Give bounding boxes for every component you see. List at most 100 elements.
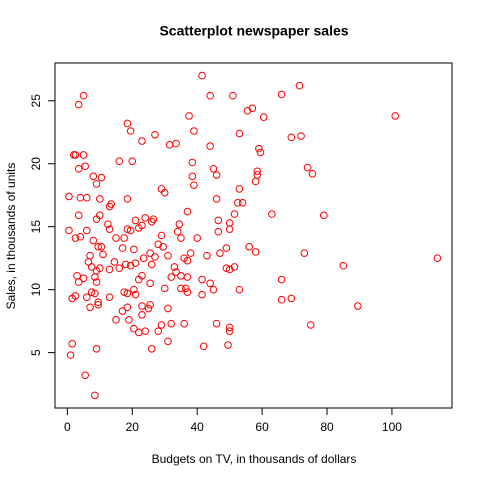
point: [131, 216, 140, 225]
point: [255, 144, 263, 153]
point: [209, 285, 218, 294]
point: [147, 345, 156, 353]
point: [183, 288, 192, 296]
point: [185, 112, 193, 120]
point: [112, 316, 120, 324]
point: [144, 304, 153, 313]
point: [91, 273, 99, 281]
point: [172, 139, 180, 148]
point: [198, 275, 206, 284]
point: [287, 133, 296, 142]
point: [182, 284, 190, 293]
point: [212, 171, 221, 179]
point: [94, 300, 102, 309]
point: [89, 172, 98, 181]
chart-title: Scatterplot newspaper sales: [159, 23, 348, 39]
point: [81, 371, 89, 380]
point: [141, 214, 150, 222]
point: [216, 249, 224, 257]
point: [94, 243, 102, 251]
point: [123, 119, 132, 128]
point: [295, 81, 304, 90]
point: [81, 162, 89, 171]
point: [115, 264, 124, 273]
point: [138, 137, 146, 145]
point: [123, 195, 132, 203]
point: [131, 290, 140, 299]
point: [180, 319, 188, 328]
x-axis-label: Budgets on TV, in thousands of dollars: [152, 452, 357, 466]
x-tick-label: 0: [64, 420, 71, 434]
point: [92, 180, 101, 188]
point: [212, 319, 221, 328]
point: [225, 323, 234, 332]
point: [198, 290, 206, 299]
point: [123, 303, 132, 312]
point: [308, 170, 317, 178]
point: [97, 173, 106, 182]
point: [229, 91, 237, 100]
point: [112, 234, 120, 242]
point: [138, 311, 146, 319]
point: [104, 220, 112, 228]
point: [128, 157, 137, 166]
point: [79, 274, 88, 283]
point: [164, 304, 172, 313]
point: [225, 219, 234, 227]
point: [83, 193, 91, 202]
point: [277, 90, 286, 99]
point: [319, 211, 328, 220]
y-tick-label: 10: [29, 283, 43, 297]
point: [183, 207, 192, 216]
y-tick-label: 5: [29, 349, 43, 356]
point: [188, 172, 197, 181]
point: [243, 107, 252, 115]
point: [79, 91, 88, 100]
point: [391, 112, 399, 120]
y-tick-label: 15: [29, 220, 43, 234]
point: [138, 302, 146, 310]
point: [71, 292, 80, 300]
y-axis-label: Sales, in thousands of units: [4, 163, 18, 310]
point: [203, 251, 211, 260]
point: [105, 225, 114, 234]
point: [165, 141, 174, 149]
point: [170, 263, 179, 271]
point: [183, 256, 192, 265]
point: [188, 158, 197, 167]
point: [120, 234, 128, 242]
point: [147, 217, 156, 226]
point: [206, 279, 214, 288]
point: [164, 337, 172, 346]
point: [206, 142, 214, 150]
point: [206, 91, 214, 100]
point: [172, 268, 180, 276]
point: [159, 243, 167, 251]
point: [230, 210, 239, 218]
point: [89, 236, 98, 245]
point: [126, 226, 135, 235]
point: [199, 342, 208, 351]
point: [287, 294, 296, 303]
point: [141, 327, 150, 335]
point: [110, 258, 119, 266]
point: [190, 181, 198, 189]
point: [235, 185, 244, 193]
y-tick-label: 25: [29, 94, 43, 108]
point: [131, 259, 140, 268]
point: [65, 226, 73, 235]
point: [160, 188, 169, 197]
point: [126, 127, 135, 135]
point: [303, 163, 312, 172]
point: [79, 151, 88, 159]
plot-box: [54, 62, 453, 409]
point: [245, 243, 253, 251]
point: [151, 130, 159, 139]
point: [94, 298, 102, 307]
point: [209, 164, 218, 173]
point: [73, 271, 81, 280]
point: [235, 129, 244, 138]
point: [253, 167, 262, 176]
point: [300, 249, 309, 257]
